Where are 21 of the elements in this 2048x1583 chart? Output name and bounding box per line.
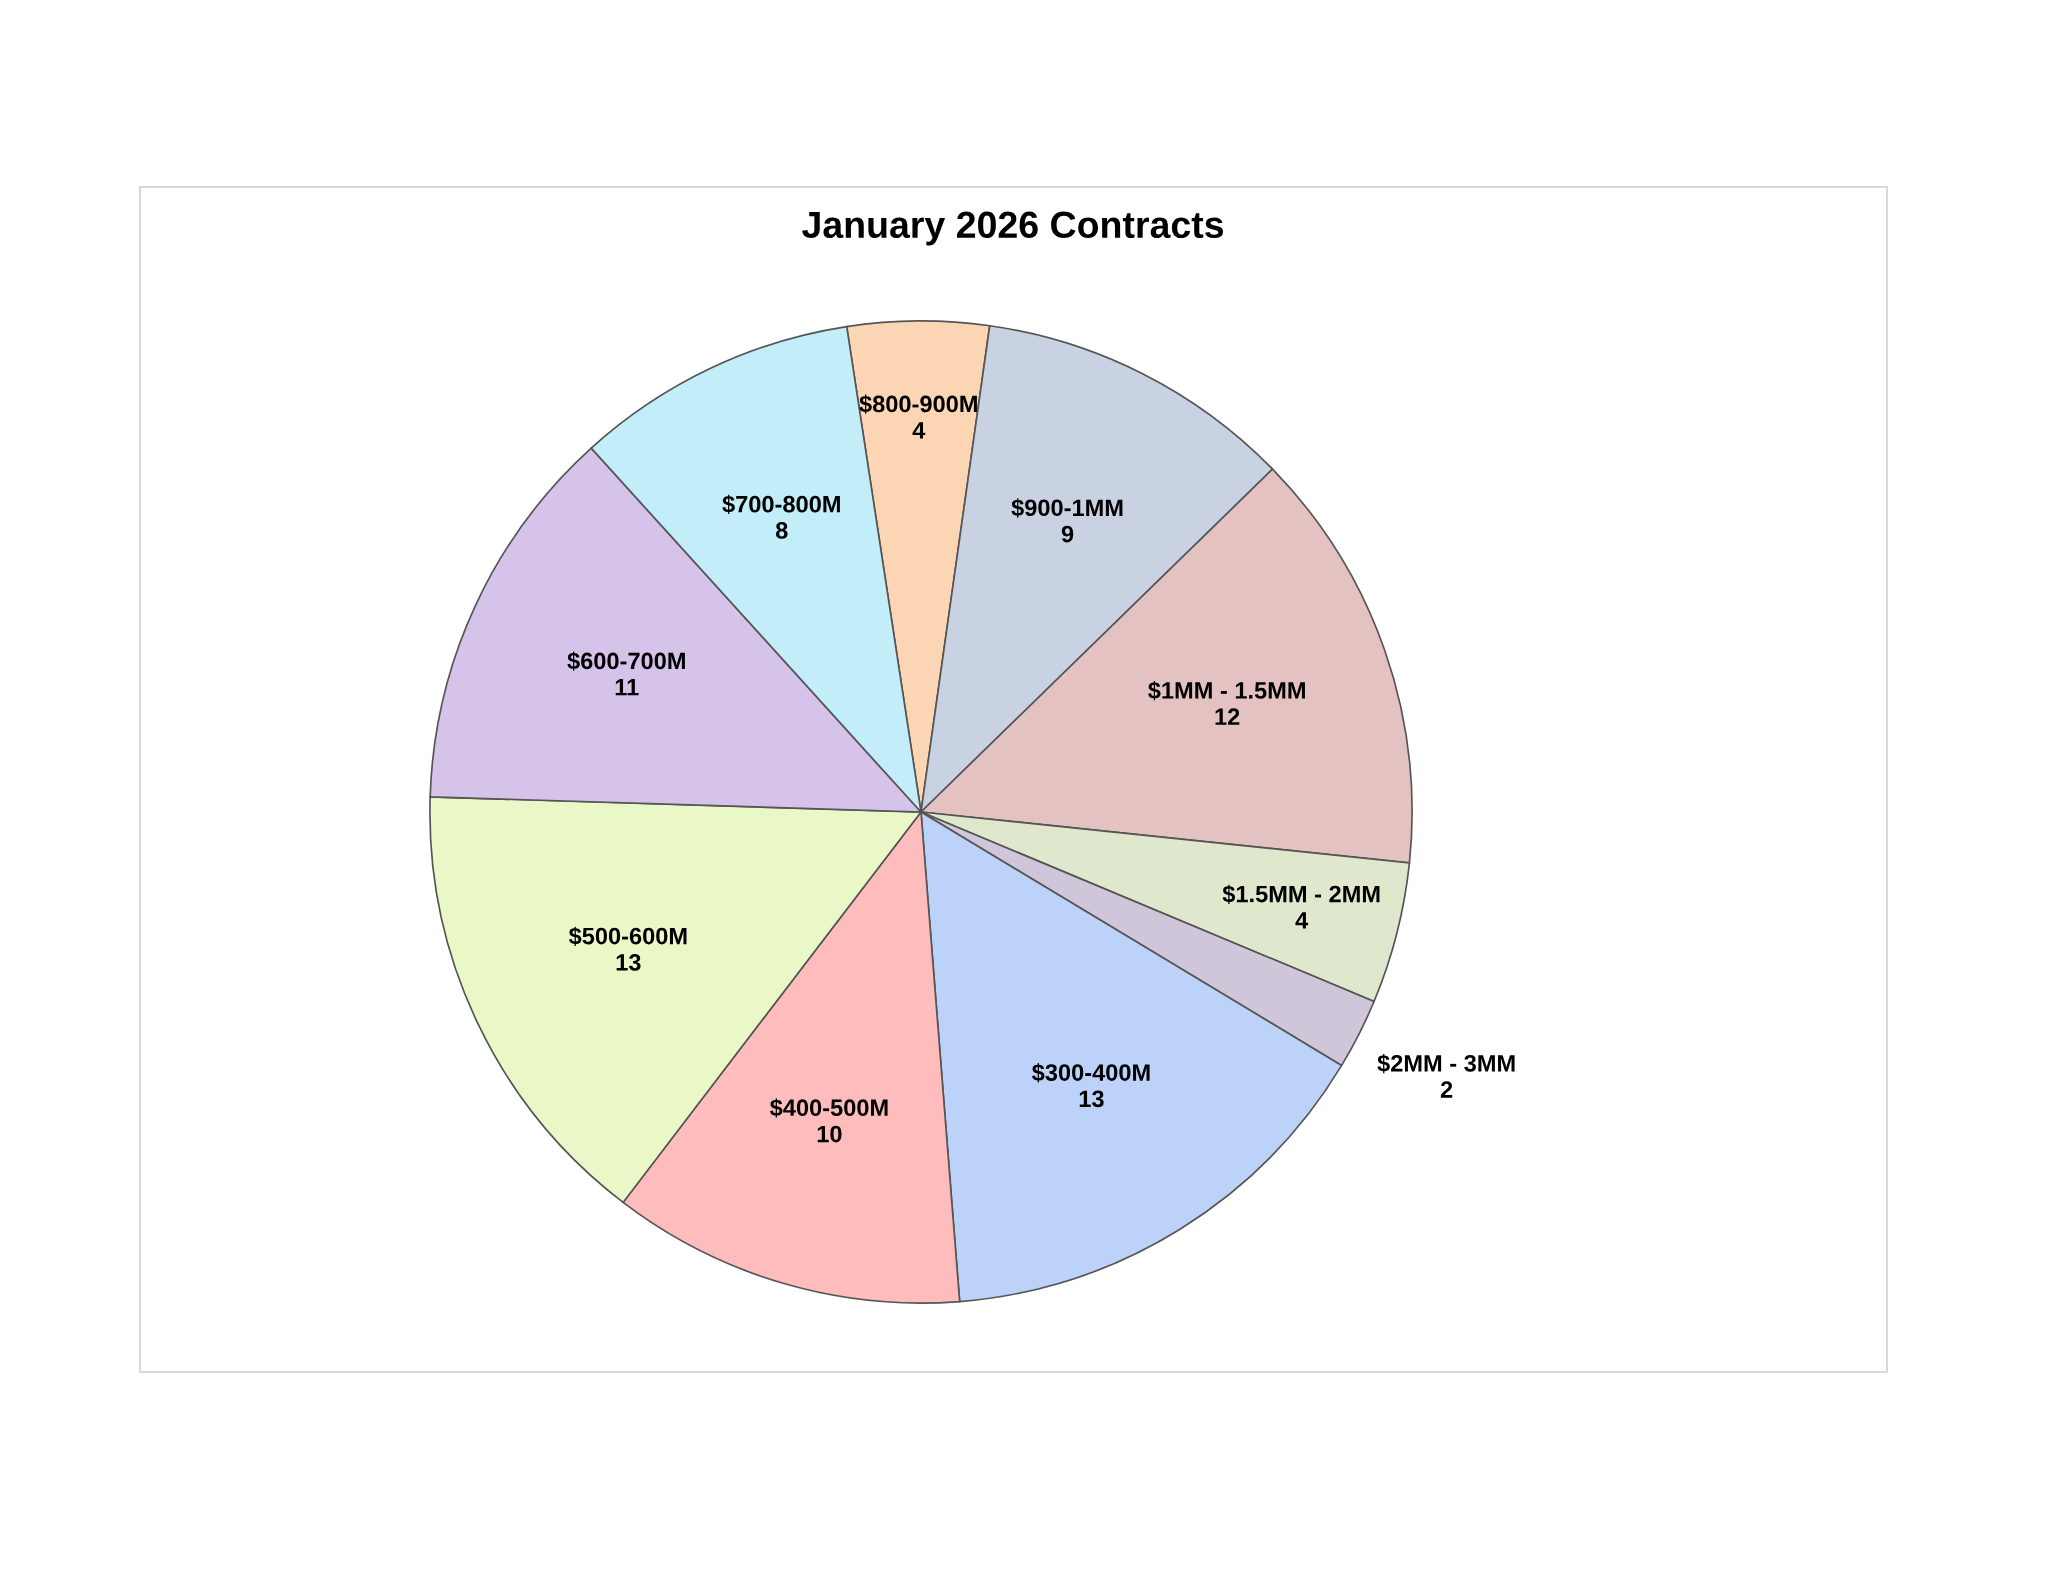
data-label: 13 — [1079, 1090, 1104, 1108]
data-label: 11 — [615, 679, 639, 696]
chart-title: January 2026 Contracts — [802, 211, 1224, 246]
slice-label: $600-700M — [567, 651, 685, 671]
data-label: 9 — [1061, 525, 1074, 543]
data-label: 8 — [775, 522, 788, 539]
slice-label: $1.5MM - 2MM — [1222, 884, 1380, 904]
slice-label: $1MM - 1.5MM — [1148, 681, 1305, 701]
data-label: 4 — [1295, 912, 1309, 929]
slice-label: $300-400M — [1032, 1063, 1150, 1083]
slice-label: $900-1MM — [1011, 498, 1123, 518]
slice-label: $700-800M — [722, 494, 840, 515]
data-label: 13 — [616, 954, 641, 971]
slice-label: $2MM - 3MM — [1377, 1053, 1515, 1074]
slice-label: $400-500M — [769, 1098, 888, 1118]
data-label: 2 — [1440, 1081, 1453, 1098]
data-label: 10 — [817, 1125, 842, 1143]
slice-label: $800-900M — [859, 394, 977, 414]
slice-label: $500-600M — [568, 926, 687, 946]
data-label: 12 — [1215, 708, 1240, 725]
data-label: 4 — [912, 422, 926, 439]
